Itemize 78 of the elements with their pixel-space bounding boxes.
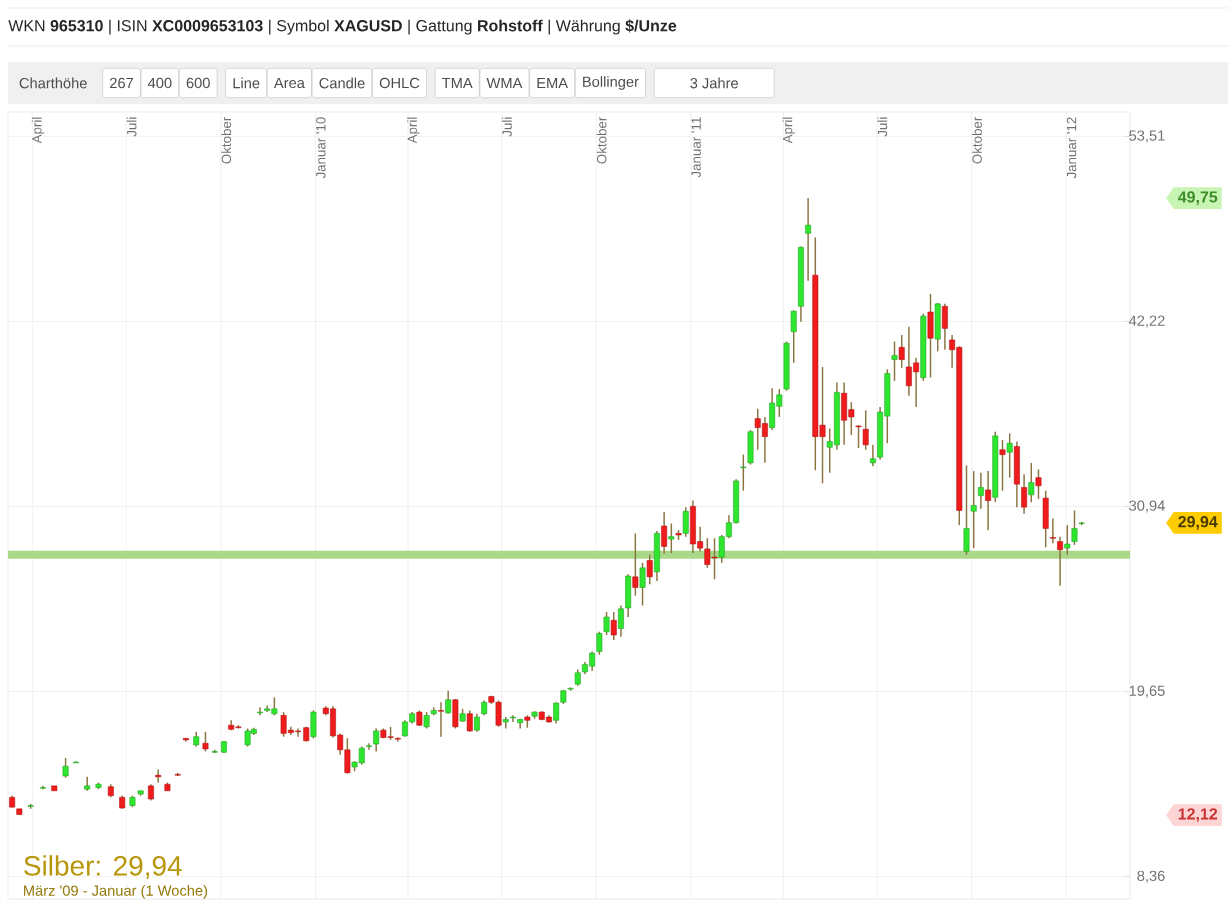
- candlestick: [202, 731, 209, 753]
- text: WKN 965310 | ISIN XC0009653103 | Symbol XAGUSD | Gattung Rohstoff | Währung $/Unze: [8, 19, 677, 35]
- candlestick: [963, 464, 970, 556]
- candlestick: [596, 631, 603, 656]
- candlestick: [668, 522, 675, 554]
- candlestick: [62, 757, 69, 779]
- x-tick-label: Oktober: [596, 116, 607, 164]
- candlestick: [1021, 473, 1028, 515]
- text: Line: [233, 77, 260, 89]
- candlestick: [970, 470, 977, 549]
- candlestick: [445, 690, 452, 715]
- candlestick: [740, 453, 747, 492]
- text: 49,75: [1177, 191, 1218, 205]
- y-tick-label: 8,36: [1137, 870, 1165, 883]
- text: TMA: [442, 77, 473, 89]
- text: 400: [147, 77, 172, 89]
- text: EMA: [537, 77, 568, 89]
- text: März '09 - Januar (1 Woche): [24, 885, 208, 899]
- text: WMA: [486, 77, 523, 89]
- x-tick-label: Januar '12: [1066, 117, 1077, 179]
- candlestick: [805, 197, 812, 282]
- candlestick: [639, 562, 646, 607]
- text: Candle: [319, 77, 365, 89]
- text: Silber: 29,94: [24, 855, 182, 880]
- candlestick: [373, 727, 380, 753]
- text: Charthöhe: [19, 77, 87, 89]
- candlestick: [941, 303, 948, 351]
- candlestick: [869, 444, 876, 467]
- x-tick-label: April: [31, 117, 45, 144]
- candlestick: [466, 709, 473, 733]
- candlestick: [603, 611, 610, 636]
- candlestick: [862, 409, 869, 451]
- candlestick: [1006, 432, 1013, 479]
- text: 12,12: [1178, 808, 1218, 822]
- y-tick-label: 19,65: [1129, 685, 1165, 698]
- x-tick-label: Oktober: [972, 116, 982, 164]
- candlestick: [790, 309, 797, 364]
- candlestick: [985, 470, 992, 531]
- text: 600: [186, 77, 210, 89]
- text: Bollinger: [583, 76, 639, 90]
- candlestick: [510, 714, 516, 723]
- text: Area: [273, 77, 305, 89]
- candlestick: [682, 506, 689, 538]
- candlestick: [438, 701, 444, 738]
- x-tick-label: Oktober: [221, 116, 232, 164]
- x-tick-label: Juli: [126, 117, 137, 137]
- candlestick: [474, 712, 480, 733]
- candlestick: [661, 511, 668, 555]
- candlestick: [610, 611, 617, 641]
- candlestick: [1071, 509, 1078, 546]
- x-tick-label: Juli: [502, 117, 512, 137]
- candlestick: [1035, 468, 1042, 500]
- candlestick: [1064, 524, 1071, 556]
- candlestick: [898, 334, 905, 369]
- x-tick-label: Januar '11: [691, 117, 701, 178]
- y-tick-label: 53,51: [1129, 130, 1165, 143]
- candlestick: [646, 553, 653, 585]
- text: 3 Jahre: [690, 77, 738, 89]
- text: OHLC: [379, 77, 420, 89]
- candlestick: [977, 471, 984, 510]
- candlestick: [891, 340, 898, 382]
- candlestick: [855, 424, 862, 449]
- candlestick: [1049, 517, 1056, 544]
- candlestick: [1057, 535, 1064, 587]
- x-tick-label: April: [782, 117, 795, 144]
- x-tick-label: Januar '10: [316, 117, 326, 179]
- candlestick: [1028, 462, 1035, 503]
- candlestick: [155, 768, 162, 784]
- x-tick-label: April: [407, 117, 420, 144]
- candlestick: [366, 742, 372, 751]
- candlestick: [84, 776, 91, 792]
- candlestick: [999, 439, 1006, 492]
- candlestick: [632, 532, 639, 597]
- y-tick-label: 42,22: [1128, 315, 1165, 328]
- x-tick-label: Juli: [877, 117, 888, 137]
- text: 267: [110, 77, 134, 89]
- y-tick-label: 30,94: [1129, 500, 1165, 513]
- text: 29,94: [1178, 516, 1218, 530]
